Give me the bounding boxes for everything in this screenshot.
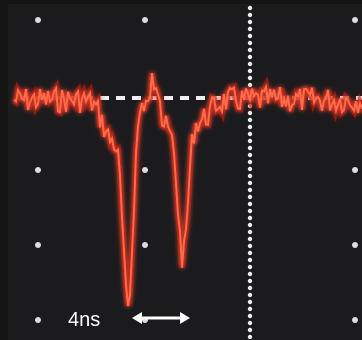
center-dot xyxy=(248,223,252,227)
center-dot xyxy=(248,230,252,234)
center-dot xyxy=(248,216,252,220)
center-dot xyxy=(248,69,252,73)
center-dot xyxy=(248,34,252,38)
center-dot xyxy=(248,202,252,206)
grid-dot xyxy=(142,17,148,23)
grid-dot xyxy=(352,167,358,173)
center-dot xyxy=(248,41,252,45)
center-dot xyxy=(248,314,252,318)
center-dash xyxy=(180,96,189,100)
center-dot xyxy=(248,321,252,325)
grid-dot xyxy=(35,167,41,173)
center-dot xyxy=(248,20,252,24)
grid-dot xyxy=(35,17,41,23)
center-dot xyxy=(248,125,252,129)
center-dot xyxy=(248,111,252,115)
grid-dot xyxy=(35,242,41,248)
center-dot xyxy=(248,258,252,262)
center-dash xyxy=(100,96,109,100)
center-dot xyxy=(248,307,252,311)
center-dot xyxy=(248,160,252,164)
grid-dot xyxy=(142,167,148,173)
center-dot xyxy=(248,279,252,283)
grid-dot xyxy=(352,17,358,23)
center-dot xyxy=(248,209,252,213)
time-label: 4ns xyxy=(68,309,100,331)
center-dot xyxy=(248,335,252,339)
center-dot xyxy=(248,153,252,157)
center-dot xyxy=(248,265,252,269)
grid-dot xyxy=(35,317,41,323)
center-dot xyxy=(248,13,252,17)
center-dot xyxy=(248,286,252,290)
grid-dot xyxy=(352,242,358,248)
center-dash xyxy=(196,96,205,100)
center-dot xyxy=(248,55,252,59)
center-dot xyxy=(248,146,252,150)
center-dot xyxy=(248,132,252,136)
center-dot xyxy=(248,167,252,171)
center-dot xyxy=(248,300,252,304)
center-dot xyxy=(248,174,252,178)
center-dot xyxy=(248,328,252,332)
center-dot xyxy=(248,6,252,10)
center-dash xyxy=(164,96,173,100)
center-dot xyxy=(248,293,252,297)
center-dot xyxy=(248,118,252,122)
center-dot xyxy=(248,244,252,248)
center-dot xyxy=(248,251,252,255)
center-dot xyxy=(248,62,252,66)
center-dot xyxy=(248,139,252,143)
center-dot xyxy=(248,181,252,185)
center-dash xyxy=(132,96,141,100)
center-dot xyxy=(248,195,252,199)
grid-dot xyxy=(142,242,148,248)
grid-dot xyxy=(352,317,358,323)
screen xyxy=(8,4,362,340)
center-dot xyxy=(248,76,252,80)
center-dot xyxy=(248,237,252,241)
center-dot xyxy=(248,48,252,52)
page: 4ns (() => { const data = JSON.parse(doc… xyxy=(0,0,362,340)
center-dot xyxy=(248,27,252,31)
oscilloscope-screen: 4ns xyxy=(0,0,362,340)
center-dot xyxy=(248,188,252,192)
center-dot xyxy=(248,83,252,87)
center-dot xyxy=(248,272,252,276)
center-dash xyxy=(116,96,125,100)
